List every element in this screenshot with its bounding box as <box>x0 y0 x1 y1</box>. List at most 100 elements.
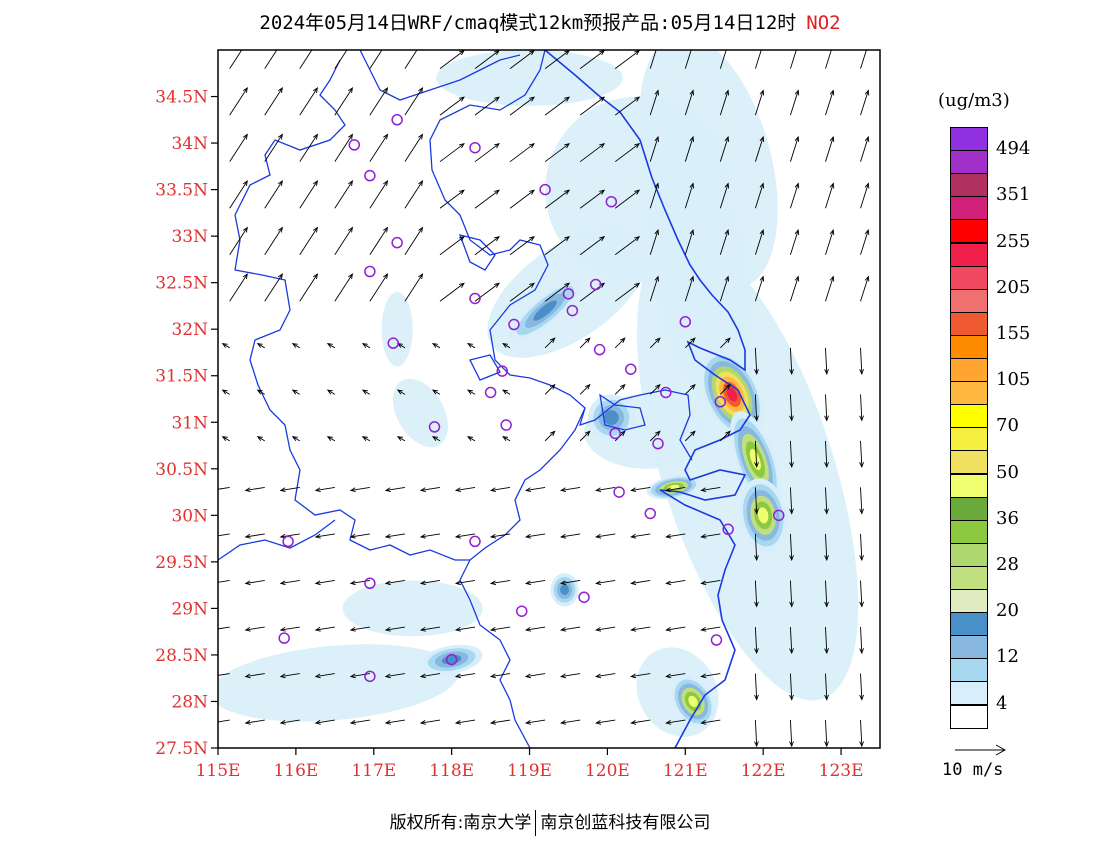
wind-arrowhead <box>361 343 368 348</box>
wind-arrowhead <box>524 487 532 493</box>
wind-arrowhead <box>564 282 571 288</box>
wind-arrowhead <box>560 673 567 679</box>
wind-arrow <box>614 50 640 69</box>
wind-arrow <box>245 580 265 584</box>
wind-arrowhead <box>418 180 424 187</box>
wind-arrow <box>825 580 828 607</box>
wind-arrowhead <box>595 487 602 493</box>
wind-arrow <box>385 533 405 538</box>
wind-arrow <box>860 487 863 514</box>
station-marker <box>496 365 509 377</box>
legend-swatch <box>950 427 988 452</box>
wind-arrowhead <box>454 720 461 725</box>
wind-arrowhead <box>725 383 731 390</box>
wind-arrow <box>526 719 546 724</box>
station-marker <box>391 236 403 249</box>
wind-arrow <box>614 337 626 349</box>
wind-arrowhead <box>595 626 602 632</box>
province-boundaries <box>218 50 751 748</box>
wind-arrow <box>334 50 348 69</box>
wind-arrow <box>860 626 863 654</box>
wind-arrow <box>754 50 762 69</box>
wind-arrowhead <box>700 487 707 493</box>
wind-arrow <box>257 343 265 349</box>
wind-arrowhead <box>349 720 356 725</box>
wind-arrow <box>754 720 758 747</box>
pollutant-label: NO2 <box>806 12 841 34</box>
wind-arrow <box>369 227 388 255</box>
wind-arrowhead <box>349 580 356 586</box>
wind-arrow <box>280 719 300 724</box>
wind-arrowhead <box>279 580 286 586</box>
wind-arrow <box>420 673 441 677</box>
wind-arrow <box>684 183 694 209</box>
wind-arrowhead <box>690 383 696 390</box>
legend-label: 50 <box>996 461 1019 483</box>
wind-arrow <box>544 430 556 442</box>
wind-arrowhead <box>859 415 864 422</box>
wind-arrowhead <box>655 383 661 390</box>
wind-arrowhead <box>384 673 391 679</box>
coastline <box>544 50 751 748</box>
wind-arrowhead <box>859 648 864 655</box>
wind-arrow <box>701 626 721 631</box>
wind-arrow <box>455 673 476 677</box>
wind-arrowhead <box>211 674 216 678</box>
wind-arrow <box>860 50 867 69</box>
wind-arrow <box>229 227 248 255</box>
legend-swatch <box>950 381 988 406</box>
wind-arrow <box>474 282 500 302</box>
wind-arrowhead <box>759 89 765 96</box>
wind-arrowhead <box>595 533 602 539</box>
wind-arrow <box>684 430 696 442</box>
wind-arrow <box>315 486 335 491</box>
wind-arrowhead <box>824 508 829 515</box>
wind-arrow <box>579 143 605 163</box>
station-marker <box>469 141 481 154</box>
wind-arrow <box>404 273 423 302</box>
wind-arrowhead <box>654 89 659 96</box>
station-marker <box>710 634 723 646</box>
legend-swatch <box>950 150 988 175</box>
no2-haze <box>639 50 778 289</box>
no2-haze <box>342 580 483 637</box>
wind-arrow <box>280 486 300 491</box>
wind-arrow <box>579 337 591 349</box>
wind-arrowhead <box>655 44 659 49</box>
wind-arrowhead <box>502 436 509 441</box>
wind-arrowhead <box>754 415 759 422</box>
wind-arrowhead <box>494 96 500 102</box>
wind-arrow <box>614 236 640 256</box>
boundary-chaohu <box>469 354 501 381</box>
boundary-anhui-jiangsu <box>429 50 693 461</box>
wind-arrowhead <box>859 368 864 375</box>
wind-arrowhead <box>549 430 556 437</box>
wind-arrow <box>719 136 729 162</box>
wind-arrowhead <box>665 580 672 586</box>
legend-swatch <box>950 288 988 313</box>
legend-swatch <box>950 658 988 683</box>
wind-arrow <box>280 533 300 538</box>
wind-arrowhead <box>560 533 567 539</box>
lon-tick-label: 121E <box>663 761 708 781</box>
wind-arrow <box>362 389 371 395</box>
wind-arrow <box>596 719 616 724</box>
station-marker <box>364 577 376 590</box>
wind-arrowhead <box>599 189 606 195</box>
wind-arrow <box>579 384 591 395</box>
wind-arrowhead <box>348 226 354 233</box>
wind-arrowhead <box>244 626 251 632</box>
wind-arrow <box>825 533 828 560</box>
legend-label: 28 <box>996 553 1019 575</box>
wind-arrowhead <box>564 96 571 102</box>
wind-arrowhead <box>279 720 286 725</box>
wind-arrow <box>467 389 476 395</box>
wind-arrow <box>754 580 758 607</box>
wind-arrowhead <box>314 673 321 679</box>
wind-arrow <box>467 436 476 442</box>
lon-tick-label: 118E <box>429 761 474 781</box>
wind-arrowhead <box>314 533 321 539</box>
wind-arrow <box>502 436 511 442</box>
wind-arrow <box>264 180 283 209</box>
wind-arrowhead <box>789 415 794 422</box>
